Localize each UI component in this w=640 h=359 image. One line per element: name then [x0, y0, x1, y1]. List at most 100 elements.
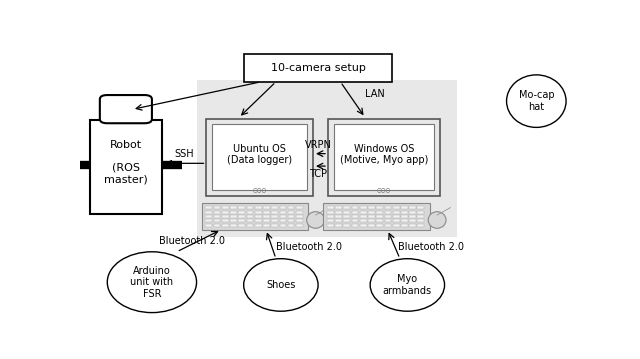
Bar [376, 210, 383, 214]
Bar [214, 215, 220, 218]
Bar [385, 215, 391, 218]
Bar [385, 219, 391, 223]
Bar [288, 206, 294, 209]
Text: Mo-cap
hat: Mo-cap hat [518, 90, 554, 112]
Ellipse shape [507, 75, 566, 127]
Bar [401, 206, 408, 209]
Bar [196, 80, 457, 237]
Bar [90, 121, 162, 214]
Ellipse shape [108, 252, 196, 313]
Bar [352, 219, 358, 223]
Bar [238, 224, 245, 227]
Bar [360, 210, 367, 214]
Bar [335, 219, 342, 223]
Bar [401, 219, 408, 223]
Bar [288, 219, 294, 223]
Bar [409, 210, 416, 214]
Bar [238, 210, 245, 214]
Bar [238, 206, 245, 209]
Bar [263, 219, 270, 223]
Bar [327, 206, 333, 209]
Bar [368, 210, 375, 214]
Bar [222, 210, 228, 214]
Bar [255, 210, 262, 214]
Bar [327, 224, 333, 227]
Bar [246, 210, 253, 214]
Bar [327, 219, 333, 223]
Bar [263, 215, 270, 218]
Bar [360, 206, 367, 209]
Bar [207, 119, 313, 196]
Bar [368, 219, 375, 223]
Bar [360, 219, 367, 223]
Bar [296, 206, 303, 209]
Bar [202, 204, 308, 230]
Bar [246, 219, 253, 223]
Bar [280, 206, 286, 209]
Text: Windows OS
(Motive, Myo app): Windows OS (Motive, Myo app) [340, 144, 428, 165]
Bar [335, 206, 342, 209]
Bar [409, 219, 416, 223]
Bar [344, 206, 350, 209]
Bar [271, 219, 278, 223]
Bar [393, 215, 399, 218]
Text: Bluetooth 2.0: Bluetooth 2.0 [159, 236, 225, 246]
Bar [296, 210, 303, 214]
Text: Ubuntu OS
(Data logger): Ubuntu OS (Data logger) [227, 144, 292, 165]
Bar [327, 210, 333, 214]
Bar [401, 215, 408, 218]
Bar [296, 215, 303, 218]
Bar [230, 210, 237, 214]
Bar [385, 224, 391, 227]
Bar [328, 119, 440, 196]
Bar [246, 206, 253, 209]
Bar [271, 224, 278, 227]
Bar [409, 215, 416, 218]
Bar [214, 206, 220, 209]
Bar [271, 215, 278, 218]
Bar [393, 210, 399, 214]
Bar [222, 219, 228, 223]
Bar [376, 224, 383, 227]
Bar [263, 210, 270, 214]
Bar [417, 210, 424, 214]
Bar [376, 206, 383, 209]
Bar [417, 206, 424, 209]
Bar [271, 206, 278, 209]
Bar [263, 224, 270, 227]
Bar [323, 204, 429, 230]
Bar [205, 219, 212, 223]
Bar [352, 210, 358, 214]
Bar [222, 206, 228, 209]
Bar [280, 210, 286, 214]
Bar [230, 215, 237, 218]
Bar [376, 215, 383, 218]
Bar [255, 215, 262, 218]
Text: 10-camera setup: 10-camera setup [271, 63, 365, 73]
Text: Bluetooth 2.0: Bluetooth 2.0 [276, 242, 342, 252]
Text: Myo
armbands: Myo armbands [383, 274, 432, 296]
Bar [344, 219, 350, 223]
Bar [271, 210, 278, 214]
Bar [246, 224, 253, 227]
Text: TCP: TCP [309, 169, 327, 180]
Bar [335, 215, 342, 218]
Bar [376, 219, 383, 223]
Bar [288, 210, 294, 214]
Bar [205, 224, 212, 227]
Bar [352, 224, 358, 227]
Bar [335, 224, 342, 227]
Bar [263, 206, 270, 209]
Bar [205, 215, 212, 218]
Bar [214, 219, 220, 223]
Bar [409, 206, 416, 209]
Bar [352, 206, 358, 209]
Bar [401, 210, 408, 214]
Bar [214, 224, 220, 227]
Bar [401, 224, 408, 227]
Ellipse shape [307, 212, 324, 228]
Ellipse shape [244, 259, 318, 311]
Text: Bluetooth 2.0: Bluetooth 2.0 [397, 242, 464, 252]
Bar [417, 215, 424, 218]
Bar [230, 219, 237, 223]
